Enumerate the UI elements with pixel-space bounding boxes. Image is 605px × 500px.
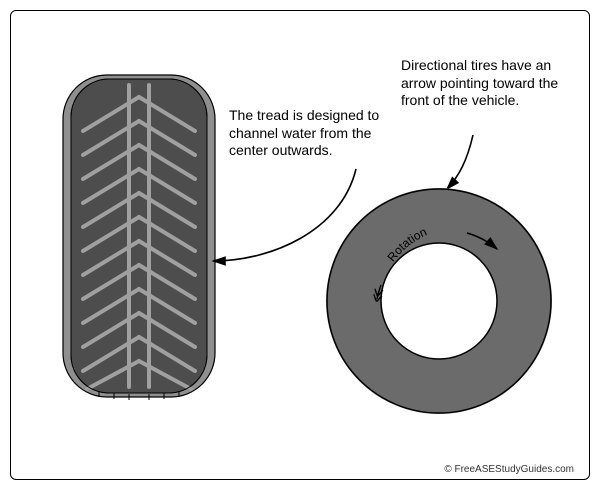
tire-front-view (59, 71, 219, 401)
tire-side-view: Rotation (319, 181, 559, 421)
right-caption: Directional tires have an arrow pointing… (401, 57, 571, 110)
diagram-frame: The tread is designed to channel water f… (10, 10, 590, 480)
left-caption: The tread is designed to channel water f… (229, 107, 389, 160)
copyright-text: © FreeASEStudyGuides.com (444, 464, 574, 475)
